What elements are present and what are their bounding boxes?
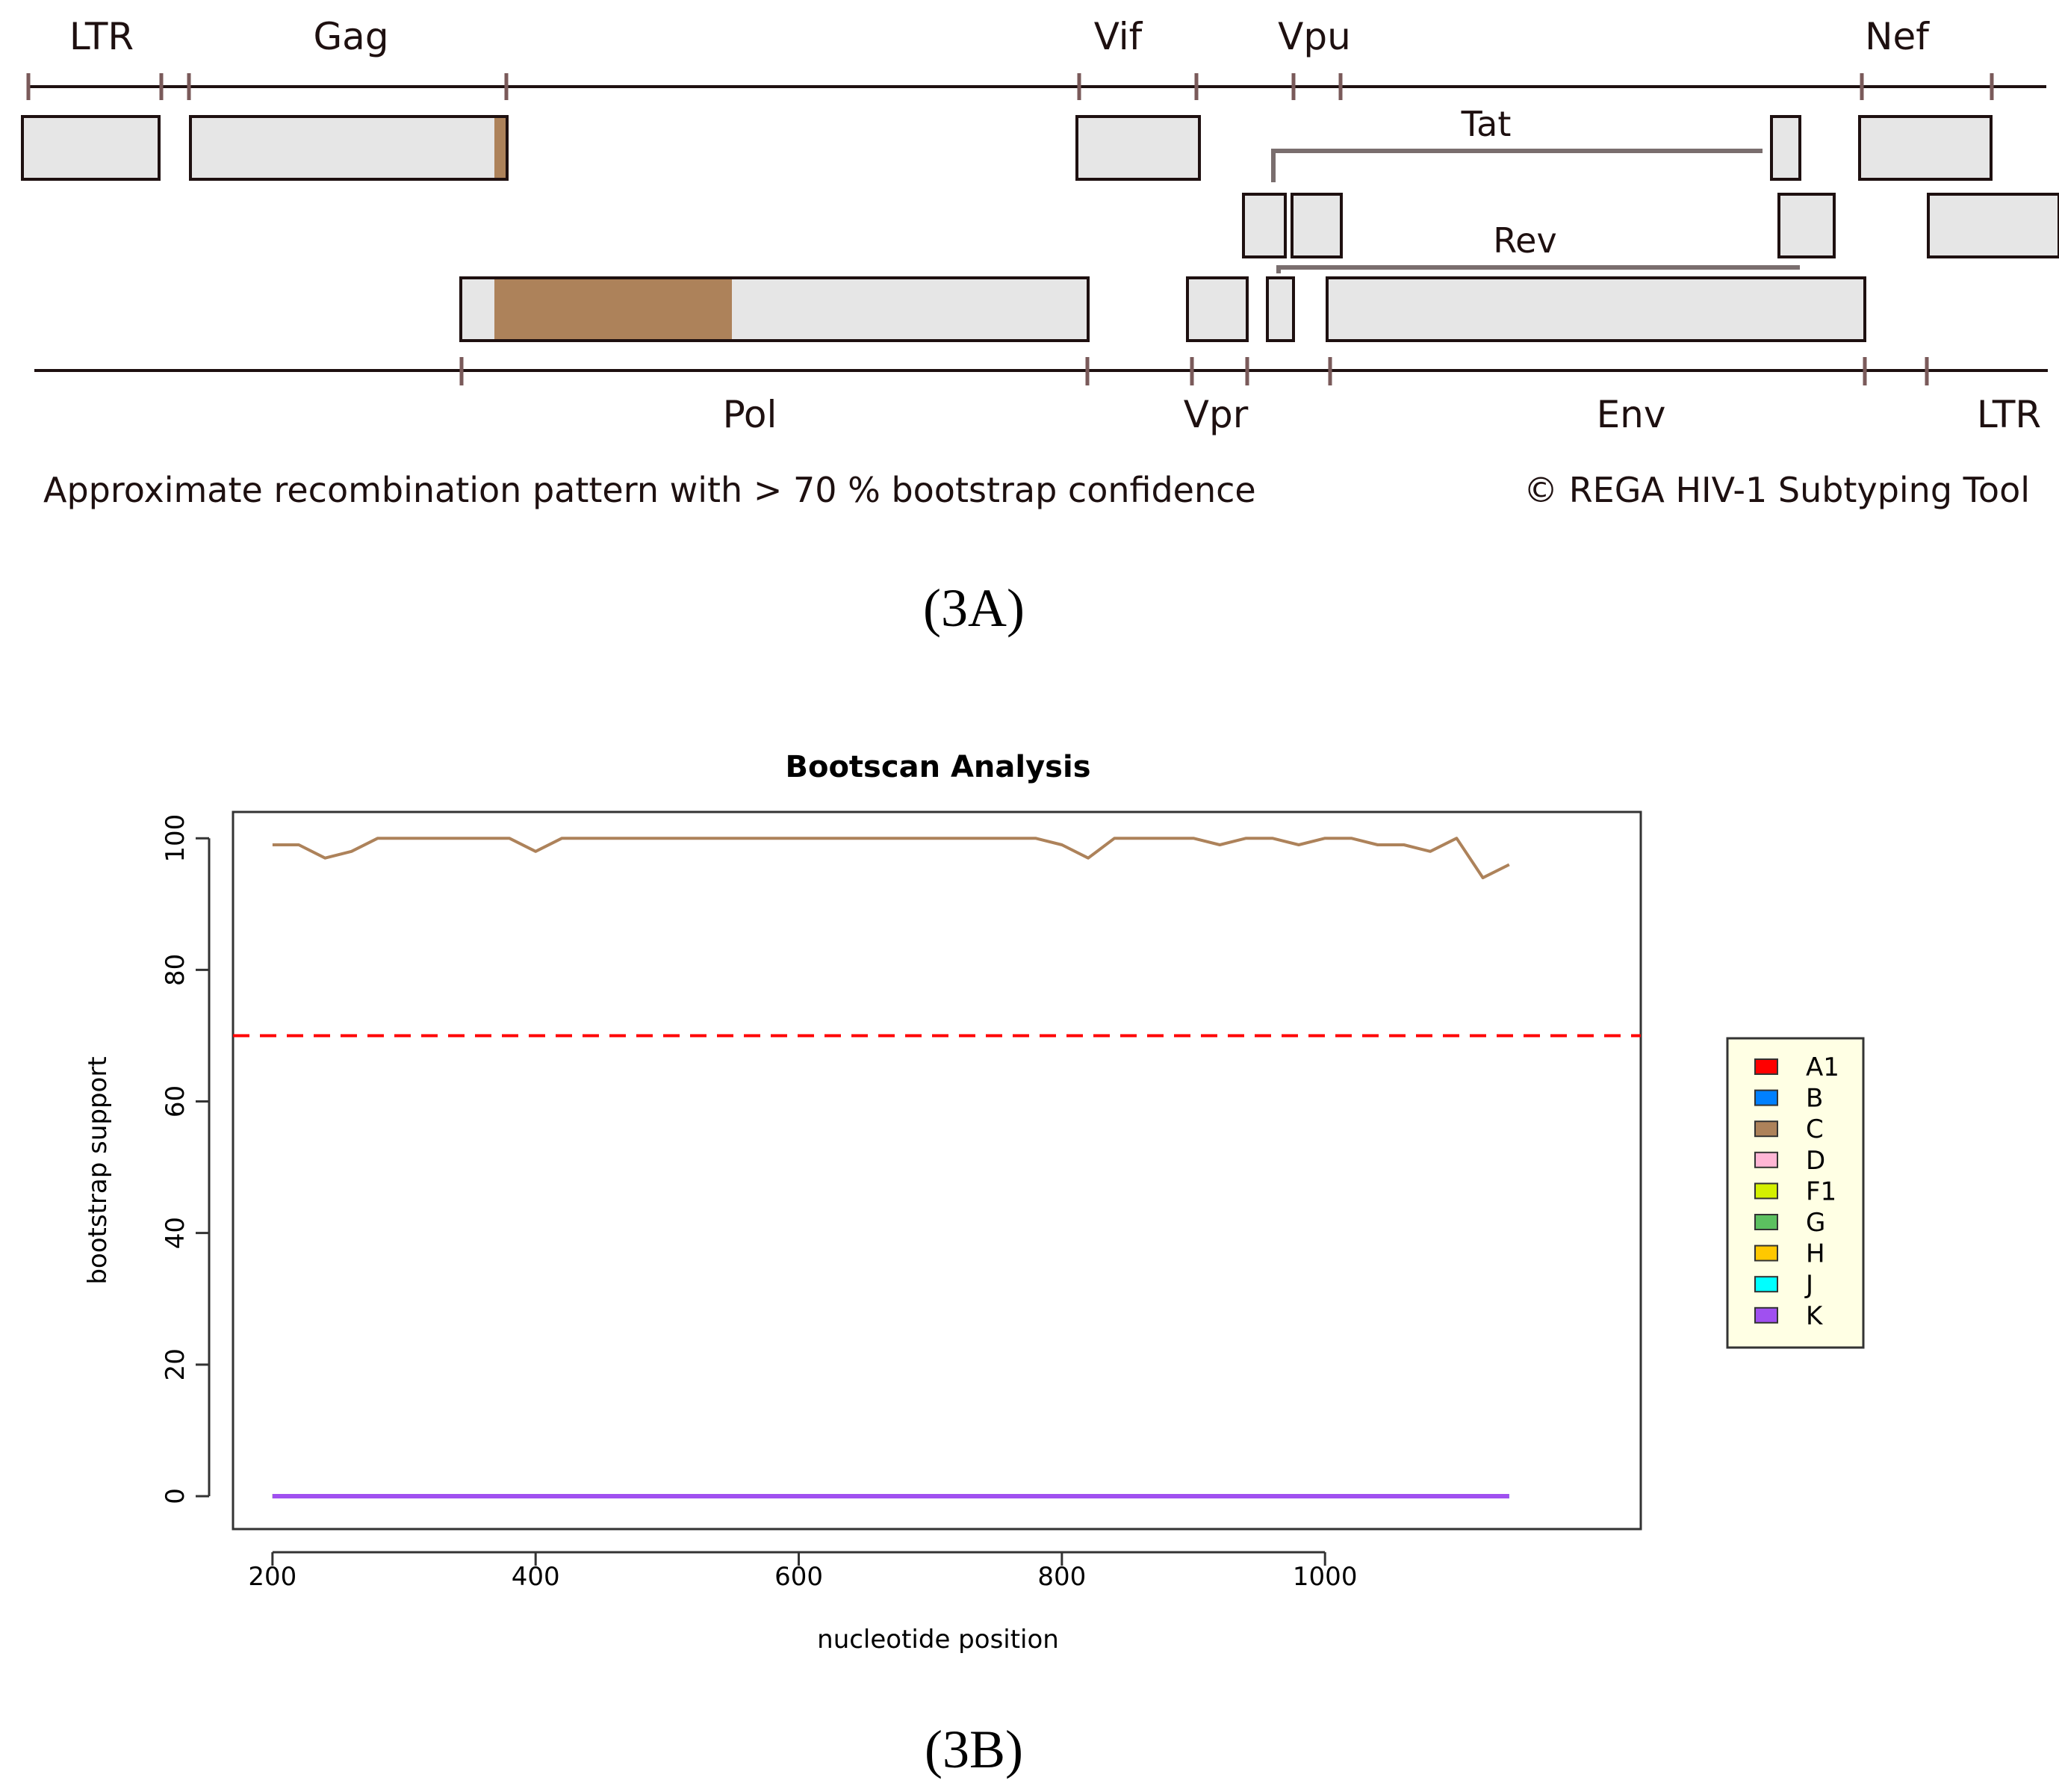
y-axis: 0 20 40 60 80 100 — [161, 814, 211, 1504]
splice-label-tat: Tat — [1461, 104, 1512, 144]
gene-box-vpu — [1291, 193, 1343, 258]
panel-b-caption: (3B) — [925, 1720, 1023, 1779]
legend-label-b: B — [1806, 1084, 1823, 1114]
rev-splice-connector — [1276, 265, 1800, 273]
gene-label-vpr: Vpr — [1184, 393, 1249, 436]
gene-box-rev-exon2 — [1777, 193, 1836, 258]
legend-swatch-j — [1754, 1276, 1778, 1293]
gene-box-env — [1326, 276, 1866, 342]
x-tick-label: 400 — [512, 1562, 560, 1592]
gene-label-vpu: Vpu — [1278, 15, 1351, 58]
y-tick-label: 60 — [161, 1085, 190, 1117]
legend-box — [1726, 1037, 1865, 1349]
x-axis-label: nucleotide position — [817, 1625, 1059, 1655]
x-tick-label: 1000 — [1293, 1562, 1358, 1592]
y-tick-label: 40 — [161, 1217, 190, 1249]
gene-label-ltr-3: LTR — [1977, 393, 2041, 436]
recombination-footer-note: Approximate recombination pattern with >… — [43, 470, 1256, 510]
y-tick-label: 20 — [161, 1348, 190, 1380]
gene-box-gag — [189, 115, 509, 181]
gene-box-vpr — [1186, 276, 1249, 342]
gene-label-pol: Pol — [723, 393, 777, 436]
tat-splice-connector — [1271, 149, 1763, 182]
gene-box-vif — [1075, 115, 1201, 181]
chart-title: Bootscan Analysis — [785, 750, 1090, 784]
legend-label-j: J — [1804, 1270, 1813, 1300]
genome-map-panel: LTR Gag Vif Vpu Nef — [21, 15, 2059, 638]
gene-label-nef: Nef — [1865, 15, 1930, 58]
gene-label-gag: Gag — [313, 15, 388, 58]
y-tick-label: 0 — [161, 1488, 190, 1504]
bottom-ruler-ticks — [459, 357, 1929, 385]
gene-label-vif: Vif — [1094, 15, 1143, 58]
recombination-segment-gag — [494, 118, 506, 178]
rega-credit: © REGA HIV-1 Subtyping Tool — [1524, 470, 2030, 510]
x-tick-label: 600 — [774, 1562, 823, 1592]
x-axis: 200 400 600 800 1000 — [248, 1551, 1358, 1592]
legend-label-h: H — [1806, 1239, 1825, 1269]
legend-swatch-k — [1754, 1306, 1778, 1324]
splice-label-rev: Rev — [1493, 220, 1556, 261]
legend-label-d: D — [1806, 1146, 1825, 1176]
legend-swatch-d — [1754, 1151, 1778, 1168]
y-axis-label: bootstrap support — [83, 1056, 113, 1284]
legend-swatch-b — [1754, 1089, 1778, 1106]
series-lines — [272, 837, 1510, 1498]
x-tick-label: 200 — [248, 1562, 296, 1592]
series-line-c — [272, 837, 1510, 880]
legend-label-a1: A1 — [1806, 1052, 1839, 1082]
legend-swatch-f1 — [1754, 1182, 1778, 1200]
legend-label-f1: F1 — [1806, 1176, 1836, 1206]
gene-box-ltr-3-upper — [1927, 193, 2059, 258]
panel-a-caption: (3A) — [923, 578, 1025, 638]
gene-label-ltr-5: LTR — [69, 15, 134, 58]
top-ruler-ticks — [26, 73, 1994, 100]
legend-swatch-a1 — [1754, 1058, 1778, 1075]
legend-swatch-h — [1754, 1244, 1778, 1262]
gene-box-tat-exon1 — [1242, 193, 1287, 258]
gene-box-ltr-5 — [21, 115, 161, 181]
recombination-segment-pol — [494, 279, 732, 339]
legend-label-k: K — [1806, 1301, 1824, 1331]
x-tick-label: 800 — [1037, 1562, 1086, 1592]
legend-label-c: C — [1806, 1114, 1824, 1144]
plot-frame — [232, 810, 1642, 1531]
gene-box-rev-exon1 — [1266, 276, 1295, 342]
legend-label-g: G — [1806, 1208, 1825, 1238]
gene-box-tat-exon2 — [1770, 115, 1801, 181]
y-tick-label: 80 — [161, 954, 190, 986]
legend-swatch-g — [1754, 1214, 1778, 1230]
gene-label-env: Env — [1597, 393, 1666, 436]
legend-swatch-c — [1754, 1120, 1778, 1138]
y-tick-label: 100 — [161, 814, 190, 863]
gene-box-nef — [1858, 115, 1993, 181]
bootscan-chart-panel: Bootscan Analysis 0 20 40 60 80 100 200 400 600… — [83, 750, 1865, 1779]
